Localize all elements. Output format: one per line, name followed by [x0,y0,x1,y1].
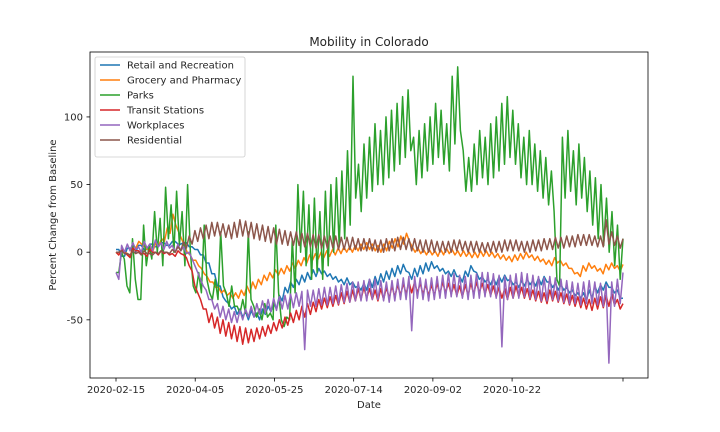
x-axis: 2020-02-15 2020-04-05 2020-05-25 2020-07-14… [87,378,624,396]
y-tick-label: 100 [64,112,83,123]
legend-box [94,56,246,158]
x-axis-label: Date [357,400,381,411]
x-tick-label: 2020-05-25 [245,385,303,396]
x-tick-label: 2020-02-15 [87,385,145,396]
x-tick-label: 2020-09-02 [404,385,462,396]
y-axis-label: Percent Change from Baseline [48,139,59,290]
y-tick-label: -50 [67,315,83,326]
y-tick-label: 50 [70,180,83,191]
legend-label-3: Transit Stations [126,106,204,117]
series-line-1 [115,213,624,299]
plot-frame [89,51,649,379]
series-line-4 [115,239,624,364]
legend: Retail and Recreation Grocery and Pharmac… [94,56,246,158]
legend-label-2: Parks [127,91,154,102]
legend-label-0: Retail and Recreation [127,61,234,72]
legend-label-4: Workplaces [127,121,184,132]
series-line-3 [115,247,624,345]
x-tick-label: 2020-10-22 [483,385,541,396]
x-tick-label: 2020-04-05 [166,385,224,396]
series-line-5 [116,218,624,256]
x-tick-label: 2020-07-14 [325,385,383,396]
y-axis: -50 0 50 100 [64,112,90,326]
series-layer [115,66,624,364]
legend-label-5: Residential [127,136,182,147]
chart-title: Mobility in Colorado [309,35,428,49]
y-tick-label: 0 [77,248,83,259]
legend-label-1: Grocery and Pharmacy [127,76,241,87]
series-line-2 [116,66,624,328]
